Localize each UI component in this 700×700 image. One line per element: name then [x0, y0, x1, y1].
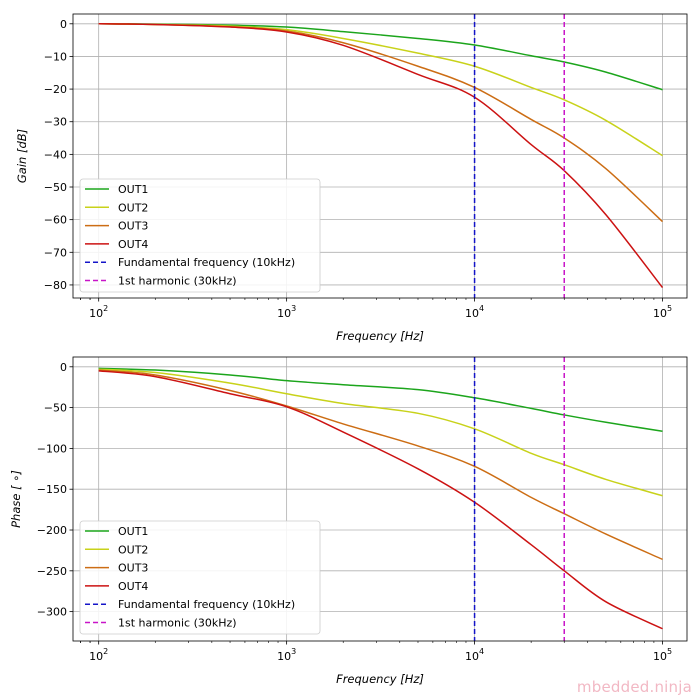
x-tick-label: 102 — [89, 647, 108, 663]
x-tick-label: 103 — [277, 304, 296, 320]
y-tick-label: −20 — [44, 83, 67, 96]
plot-area — [98, 14, 664, 298]
chart-2: 102 103 104 105 0 −50 −100 −150 −200 −250 −300 Freq… — [9, 356, 688, 686]
x-tick-label: 105 — [653, 647, 672, 663]
legend-box — [79, 520, 321, 635]
y-tick-label: 0 — [60, 361, 67, 374]
x-tick-label: 104 — [465, 304, 484, 320]
y-tick-label: 0 — [60, 18, 67, 31]
y-tick-label: −200 — [37, 524, 67, 537]
legend-entry-label: OUT3 — [118, 562, 148, 575]
legend-entry-label: 1st harmonic (30kHz) — [118, 617, 237, 630]
y-tick-label: −40 — [44, 148, 67, 161]
chart-1: 102 103 104 105 0 −10 −20 −30 −40 −50 −60 −70 −80 Fre… — [15, 13, 688, 343]
x-axis-label: Frequency [Hz] — [336, 329, 424, 343]
x-axis-label: Frequency [Hz] — [336, 672, 424, 686]
legend-entry-label: OUT1 — [118, 183, 148, 196]
y-tick-label: −60 — [44, 214, 67, 227]
axes-frame — [72, 13, 688, 299]
series-line-out2 — [98, 23, 663, 157]
legend-entry-label: OUT1 — [118, 525, 148, 538]
legend-entry-label: OUT4 — [118, 238, 148, 251]
y-tick-label: −80 — [44, 279, 67, 292]
legend-entry-label: Fundamental frequency (10kHz) — [118, 256, 295, 269]
legend-entry-label: OUT3 — [118, 220, 148, 233]
series-line-out1 — [98, 367, 663, 433]
series-line-out4 — [98, 23, 664, 289]
y-tick-label: −150 — [37, 483, 67, 496]
legend-entry-label: Fundamental frequency (10kHz) — [118, 598, 295, 611]
axes-frame — [72, 356, 688, 642]
series-line-out4 — [98, 370, 663, 630]
legend-entry-label: OUT2 — [118, 543, 148, 556]
y-tick-label: −30 — [44, 116, 67, 129]
y-axis-label: Phase [ ∘] — [9, 470, 23, 528]
y-tick-label: −70 — [44, 246, 67, 259]
legend: OUT1 OUT2 OUT3 OUT4 Fundamental frequency (1… — [79, 178, 321, 293]
series-line-out2 — [98, 368, 663, 497]
y-axis-label: Gain [dB] — [15, 129, 29, 183]
series-line-out3 — [98, 369, 663, 561]
legend: OUT1 OUT2 OUT3 OUT4 Fundamental frequency (1… — [79, 520, 321, 635]
legend-entry-label: OUT2 — [118, 201, 148, 214]
legend-entry-label: OUT4 — [118, 580, 148, 593]
y-tick-label: −50 — [44, 402, 67, 415]
x-tick-label: 103 — [277, 647, 296, 663]
y-tick-label: −100 — [37, 442, 67, 455]
legend-box — [79, 178, 321, 293]
y-tick-label: −300 — [37, 606, 67, 619]
legend-entry-label: 1st harmonic (30kHz) — [118, 275, 237, 288]
plot-area — [98, 357, 663, 641]
x-tick-label: 105 — [653, 304, 672, 320]
y-tick-label: −250 — [37, 565, 67, 578]
y-tick-label: −50 — [44, 181, 67, 194]
x-tick-label: 102 — [89, 304, 108, 320]
x-tick-label: 104 — [465, 647, 484, 663]
y-tick-label: −10 — [44, 50, 67, 63]
watermark: mbedded.ninja — [576, 678, 692, 696]
